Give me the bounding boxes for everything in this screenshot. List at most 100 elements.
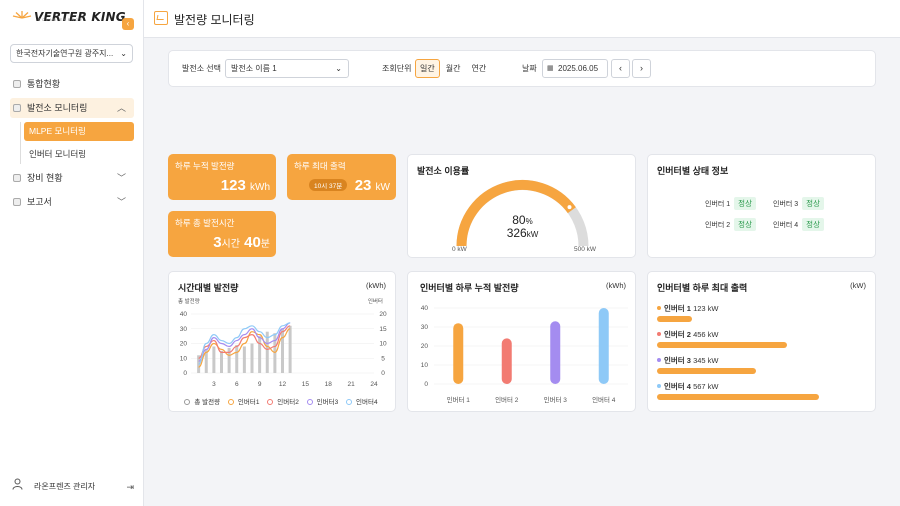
- status-badge: 정상: [734, 197, 756, 210]
- inverter-max-label: 인버터 3 345 kW: [657, 355, 719, 366]
- inverter-max-bar: [657, 394, 819, 400]
- unit-yearly-button[interactable]: 연간: [471, 64, 487, 73]
- y-tick-label: 40: [421, 305, 429, 312]
- user-info: 라온프렌즈 관리자 ⇥: [12, 478, 134, 496]
- bar: [212, 346, 216, 373]
- daily-hours-value: 3시간 40분: [213, 234, 270, 251]
- bar: [281, 328, 284, 373]
- legend-item[interactable]: 인버터4: [346, 399, 380, 406]
- x-tick-label: 인버터 1: [447, 395, 471, 404]
- hourly-left-axis-label: 총 발전량: [178, 299, 200, 305]
- collapse-sidebar-button[interactable]: ‹: [122, 18, 134, 30]
- calendar-icon: ▦: [547, 65, 554, 72]
- bar: [265, 331, 269, 373]
- sidebar: VERTER KING SOLAR ENERGY ‹ 한국전자기술연구원 광주지…: [0, 0, 144, 506]
- daily-total-value: 123 kWh: [220, 177, 270, 194]
- y-tick-label: 20: [421, 343, 429, 350]
- bar: [501, 338, 512, 384]
- bar: [258, 336, 262, 373]
- y2-tick-label: 10: [379, 341, 387, 348]
- logout-icon[interactable]: ⇥: [126, 482, 134, 492]
- series-dot-icon: [657, 384, 661, 388]
- logo-text: VERTER KING: [34, 10, 126, 24]
- status-badge: 정상: [734, 218, 756, 231]
- y-tick-label: 0: [424, 381, 428, 388]
- bar: [220, 350, 223, 373]
- y2-tick-label: 0: [381, 370, 385, 377]
- inverter-name: 인버터 4: [664, 382, 691, 391]
- status-badge: 정상: [802, 218, 824, 231]
- inverter-status-item: 인버터 3 정상: [773, 197, 824, 210]
- inverter-status-item: 인버터 1 정상: [705, 197, 756, 210]
- x-tick-label: 인버터 2: [495, 395, 519, 404]
- plant-monitoring-submenu: MLPE 모니터링 인버터 모니터링: [20, 122, 134, 164]
- inverter-max-unit: (kW): [850, 281, 866, 290]
- previous-date-button[interactable]: ‹: [611, 59, 630, 78]
- inverter-status-title: 인버터별 상태 정보: [657, 166, 729, 176]
- date-picker[interactable]: ▦ 2025.06.05: [542, 59, 608, 78]
- sidebar-item-label: 통합현황: [27, 79, 61, 89]
- x-tick-label: 3: [212, 381, 216, 388]
- y-tick-label: 10: [421, 362, 429, 369]
- next-date-button[interactable]: ›: [632, 59, 651, 78]
- inverter-daily-card: 인버터별 하루 누적 발전량 (kWh) 0 10 20 30 40 인버터 1 인버터 2…: [407, 271, 636, 412]
- monitor-chart-icon: [154, 11, 168, 25]
- inverter-daily-unit: (kWh): [606, 281, 626, 290]
- y-tick-label: 30: [180, 326, 188, 333]
- x-tick-label: 18: [325, 381, 333, 388]
- chevron-down-icon: ﹀: [116, 197, 126, 207]
- unit-monthly-button[interactable]: 월간: [445, 64, 461, 73]
- sidebar-item-plant-monitoring[interactable]: 발전소 모니터링 ︿: [10, 98, 134, 118]
- unit-daily-button[interactable]: 일간: [415, 59, 440, 78]
- inverter-max-title: 인버터별 하루 최대 출력: [657, 283, 748, 293]
- sidebar-subitem-mlpe[interactable]: MLPE 모니터링: [24, 122, 134, 141]
- utilization-title: 발전소 이용률: [417, 166, 470, 176]
- plant-monitoring-icon: [13, 104, 21, 112]
- bar: [227, 347, 231, 373]
- page-title: 발전량 모니터링: [174, 13, 255, 27]
- daily-hours-label: 하루 총 발전시간: [175, 218, 235, 228]
- legend-item[interactable]: 총 발전량: [184, 399, 222, 406]
- daily-total-card: 하루 누적 발전량 123 kWh: [168, 154, 276, 200]
- inverter-max-value: 123 kW: [693, 304, 719, 313]
- sidebar-subitem-inverter[interactable]: 인버터 모니터링: [29, 149, 87, 159]
- bar: [550, 321, 561, 384]
- chevron-right-icon: ›: [640, 63, 643, 73]
- bar: [453, 323, 464, 384]
- chevron-up-icon: ︿: [116, 103, 126, 113]
- utilization-percent: 80%: [512, 213, 533, 227]
- inverter-max-label: 인버터 2 456 kW: [657, 329, 719, 340]
- bar: [235, 344, 239, 373]
- x-tick-label: 24: [370, 381, 378, 388]
- gauge-min-label: 0 kW: [452, 246, 467, 253]
- sidebar-item-label: 장비 현황: [27, 173, 63, 183]
- x-tick-label: 인버터 3: [544, 395, 568, 404]
- inverter-max-label: 인버터 4 567 kW: [657, 381, 719, 392]
- sidebar-item-reports[interactable]: 보고서 ﹀: [10, 192, 134, 212]
- inverter-name: 인버터 3: [664, 356, 691, 365]
- plant-select[interactable]: 발전소 이름 1 ⌄: [225, 59, 349, 78]
- bar: [250, 343, 254, 373]
- bar: [242, 346, 246, 373]
- x-tick-label: 12: [279, 381, 287, 388]
- y2-tick-label: 20: [379, 311, 387, 318]
- date-value: 2025.06.05: [558, 64, 599, 73]
- sidebar-item-label: 발전소 모니터링: [27, 103, 88, 113]
- gauge-max-label: 500 kW: [574, 246, 597, 253]
- legend-item[interactable]: 인버터2: [267, 399, 301, 406]
- bar: [598, 308, 609, 384]
- series-dot-icon: [657, 332, 661, 336]
- sidebar-item-equipment[interactable]: 장비 현황 ﹀: [10, 168, 134, 188]
- user-name: 라온프렌즈 관리자: [34, 482, 96, 491]
- filter-bar: 발전소 선택 발전소 이름 1 ⌄ 조회단위 일간 월간 연간 날짜 ▦ 202…: [168, 50, 876, 87]
- daily-max-value: 23 kW: [354, 177, 390, 194]
- legend-item[interactable]: 인버터1: [227, 399, 262, 406]
- inverter-max-value: 345 kW: [693, 356, 719, 365]
- organization-select[interactable]: 한국전자기술연구원 광주지... ⌄: [10, 44, 133, 63]
- sidebar-item-overview[interactable]: 통합현황: [10, 74, 134, 94]
- x-tick-label: 15: [302, 381, 310, 388]
- status-badge: 정상: [802, 197, 824, 210]
- y-tick-label: 0: [183, 370, 187, 377]
- legend-item[interactable]: 인버터3: [306, 399, 341, 406]
- daily-max-time-badge: 10시 37분: [309, 179, 348, 191]
